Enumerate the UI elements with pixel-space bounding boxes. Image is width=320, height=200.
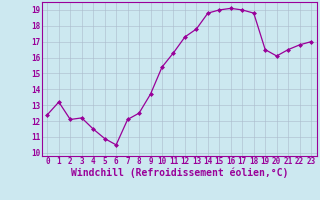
X-axis label: Windchill (Refroidissement éolien,°C): Windchill (Refroidissement éolien,°C) [70, 168, 288, 178]
